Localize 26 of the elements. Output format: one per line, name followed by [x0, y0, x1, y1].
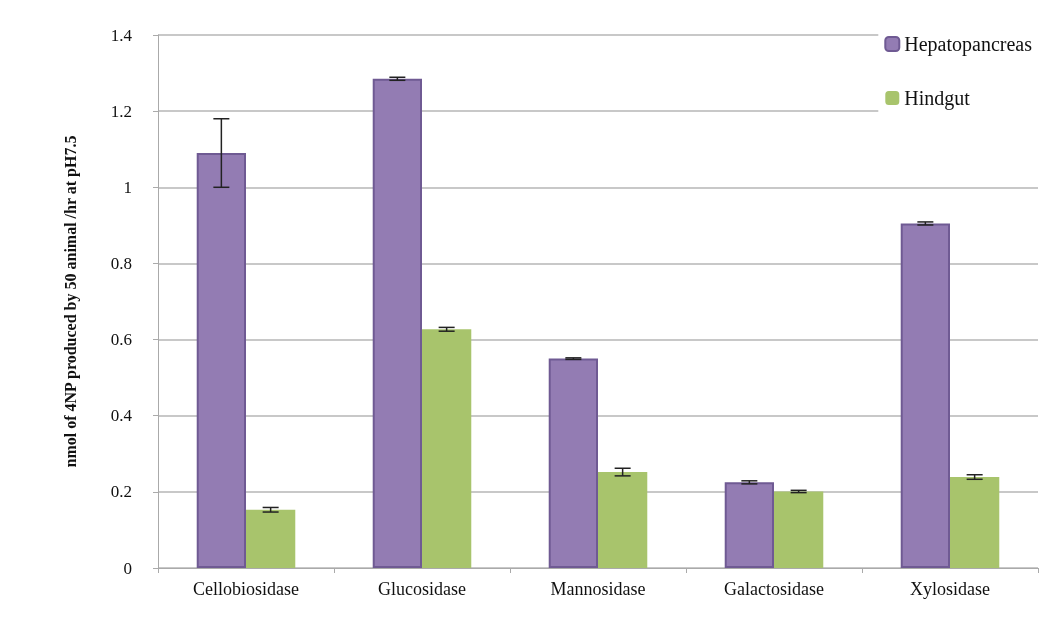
y-tick-label: 1 — [123, 177, 132, 197]
bar — [774, 491, 824, 568]
bar — [598, 472, 648, 568]
bar — [900, 223, 950, 568]
legend-label: Hepatopancreas — [904, 33, 1033, 56]
x-tick-label: Xylosidase — [910, 579, 990, 599]
y-tick-label: 0.8 — [110, 253, 132, 273]
y-tick-label: 1.4 — [110, 25, 133, 45]
bar — [724, 482, 774, 568]
bar — [422, 329, 472, 568]
x-tick-label: Cellobiosidase — [193, 579, 299, 599]
x-tick-label: Mannosidase — [550, 579, 646, 599]
bar — [372, 78, 422, 568]
legend-label: Hindgut — [904, 87, 971, 110]
bar — [548, 358, 598, 568]
x-tick-label: Galactosidase — [724, 579, 824, 599]
x-tick-label: Glucosidase — [378, 579, 466, 599]
y-tick-label: 1.2 — [110, 101, 132, 121]
bar — [246, 509, 296, 568]
bar — [950, 477, 1000, 568]
bar — [196, 153, 246, 568]
y-tick-label: 0 — [123, 558, 132, 578]
y-tick-label: 0.6 — [110, 330, 132, 350]
y-axis-title: nmol of 4NP produced by 50 animal /hr at pH7.5 — [61, 135, 80, 468]
y-tick-label: 0.2 — [110, 482, 132, 502]
y-tick-label: 0.4 — [110, 406, 133, 426]
